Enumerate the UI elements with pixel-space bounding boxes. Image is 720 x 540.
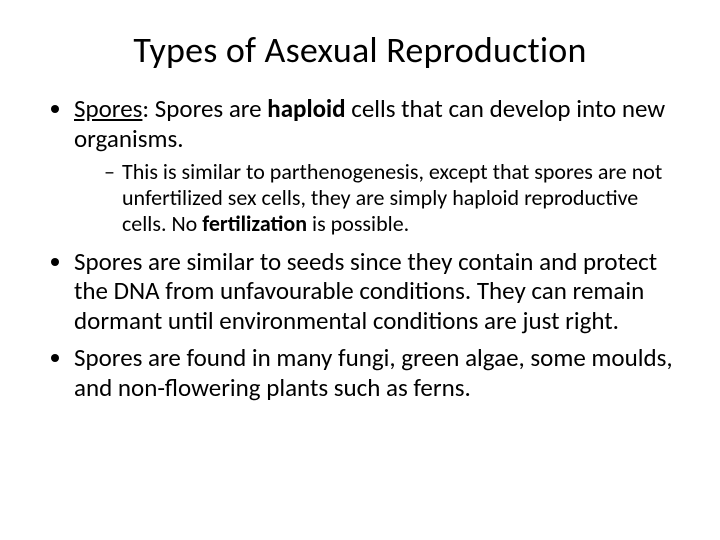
bullet-3: Spores are found in many fungi, green al… [74,343,680,402]
sub-bullet-1: This is similar to parthenogenesis, exce… [104,159,680,237]
sub-bullet-list: This is similar to parthenogenesis, exce… [74,159,680,237]
sub-bullet-1-text-b: is possible. [307,210,409,237]
bullet-list: Spores: Spores are haploid cells that ca… [40,94,680,402]
sub-bullet-1-bold: fertilization [202,210,307,237]
bullet-1-term: Spores [74,93,142,124]
bullet-1-bold: haploid [267,93,345,124]
bullet-2: Spores are similar to seeds since they c… [74,247,680,336]
bullet-1-text-a: : Spores are [142,93,267,124]
slide-title: Types of Asexual Reproduction [40,28,680,72]
bullet-1: Spores: Spores are haploid cells that ca… [74,94,680,237]
slide: Types of Asexual Reproduction Spores: Sp… [0,0,720,540]
